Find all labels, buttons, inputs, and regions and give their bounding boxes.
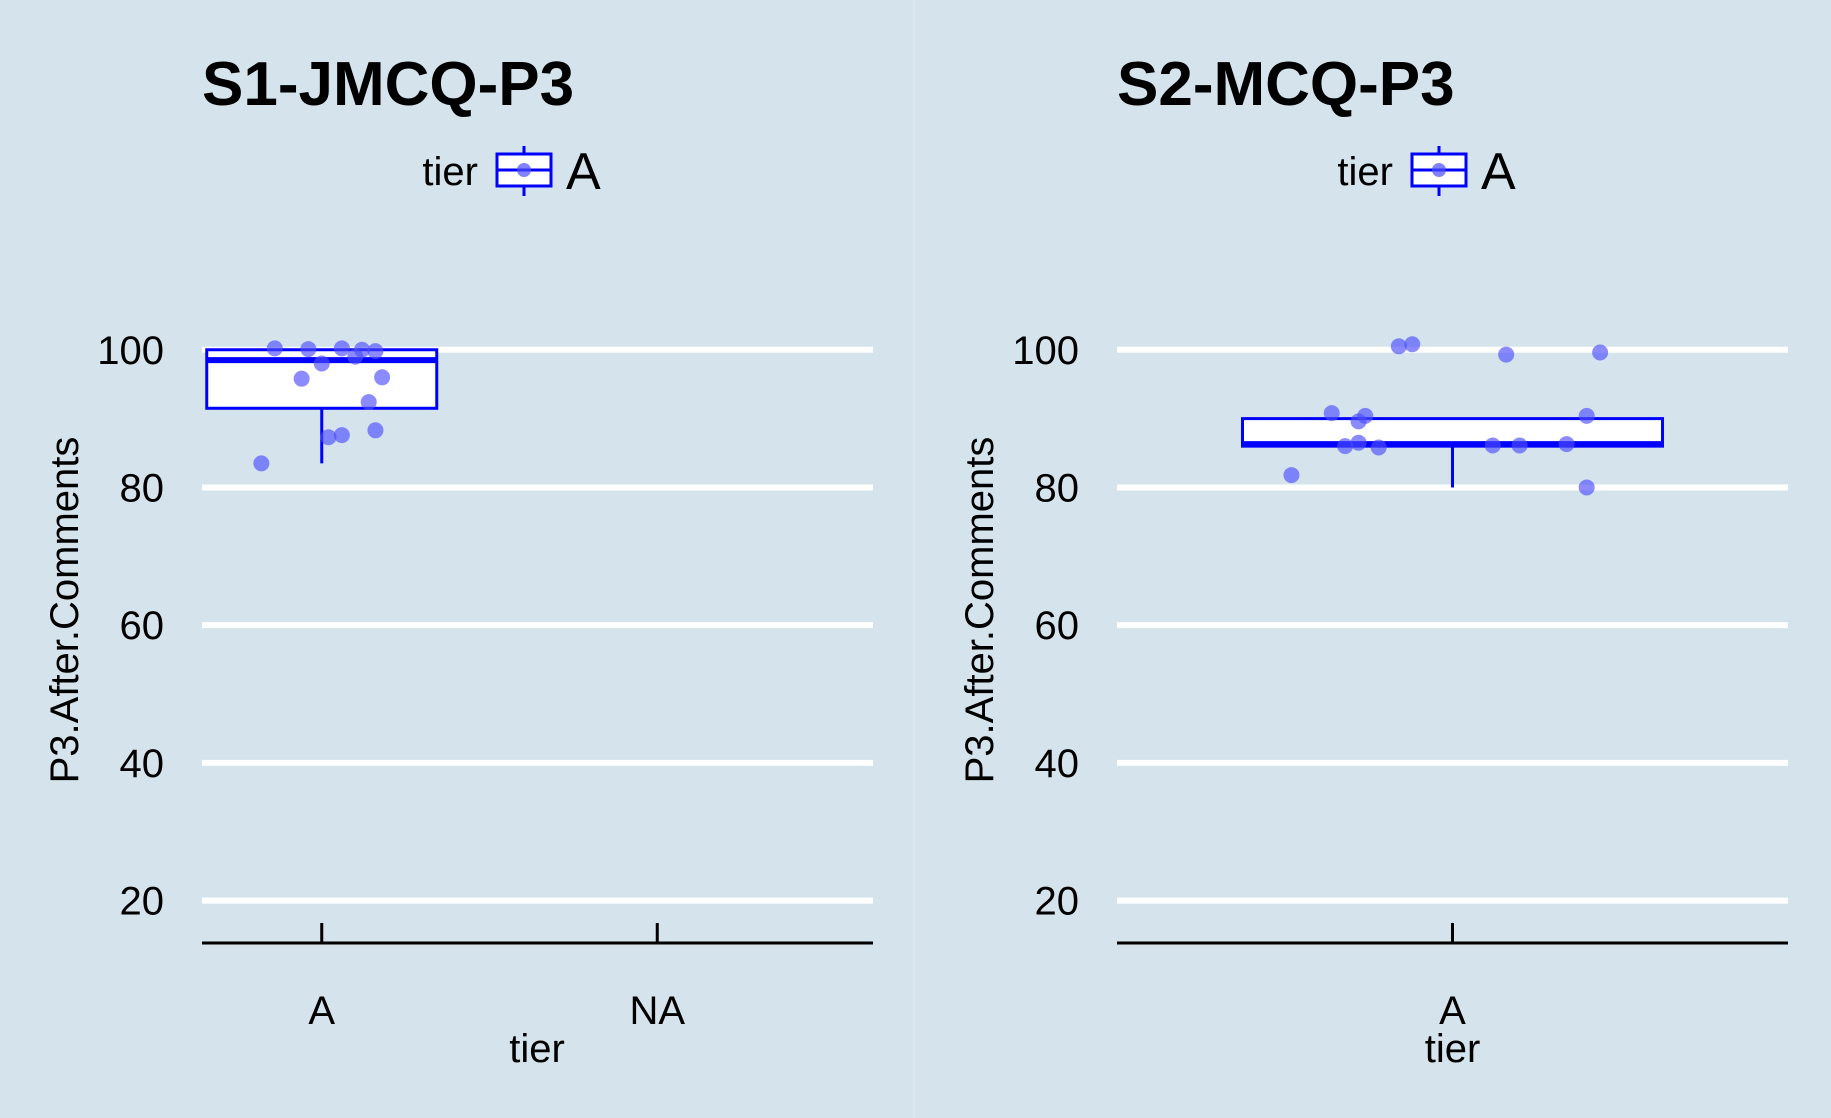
data-point-11 [1370, 439, 1387, 456]
y-tick-label-60: 60 [1035, 604, 1080, 648]
chart-title: S2-MCQ-P3 [1117, 50, 1455, 119]
data-point-5 [367, 343, 384, 360]
jitter-points [1283, 336, 1609, 496]
data-point-8 [293, 370, 310, 387]
chart-panel-1: S1-JMCQ-P3 tier A 20 40 60 80 100 P3.After.Comme… [43, 50, 873, 1071]
data-point-2 [1404, 336, 1421, 353]
legend-key-point [1432, 163, 1446, 177]
x-axis-title: tier [1425, 1027, 1481, 1071]
y-tick-label-100: 100 [1012, 329, 1079, 373]
data-point-3 [1498, 346, 1515, 363]
data-point-10 [1337, 438, 1354, 455]
y-tick-label-40: 40 [1035, 742, 1080, 786]
legend-label: A [566, 143, 601, 201]
data-point-16 [1578, 479, 1595, 496]
y-tick-label-40: 40 [120, 742, 165, 786]
data-point-6 [347, 348, 364, 365]
y-tick-label-80: 80 [1035, 466, 1080, 510]
x-axis-title: tier [509, 1027, 565, 1071]
jitter-points [253, 340, 391, 472]
data-point-14 [1558, 436, 1575, 453]
data-point-9 [1350, 434, 1367, 451]
y-tick-label-20: 20 [1035, 880, 1080, 924]
data-point-7 [1350, 413, 1367, 430]
data-point-13 [320, 429, 337, 446]
chart-title: S1-JMCQ-P3 [202, 50, 574, 119]
x-tick-label-A: A [1439, 989, 1466, 1033]
y-axis-title: P3.After.Comments [43, 437, 87, 784]
x-tick-label-A: A [308, 989, 335, 1033]
legend-key [1410, 146, 1468, 196]
data-point-9 [374, 369, 391, 386]
data-point-13 [1511, 437, 1528, 454]
data-point-2 [300, 341, 317, 358]
boxplot-A [205, 348, 439, 464]
legend-key-point [517, 163, 531, 177]
legend-title: tier [422, 150, 478, 194]
y-tick-label-60: 60 [120, 604, 165, 648]
data-point-14 [253, 455, 270, 472]
data-point-4 [1592, 344, 1609, 361]
y-tick-label-20: 20 [120, 880, 165, 924]
data-point-1 [1390, 338, 1407, 355]
data-point-12 [333, 427, 350, 444]
data-point-11 [367, 422, 384, 439]
y-tick-label-100: 100 [97, 329, 164, 373]
data-point-3 [333, 340, 350, 357]
y-tick-label-80: 80 [120, 466, 165, 510]
data-point-7 [313, 355, 330, 372]
legend-key [495, 146, 553, 196]
data-point-10 [360, 394, 377, 411]
data-point-1 [266, 340, 283, 357]
x-tick-label-NA: NA [629, 989, 685, 1033]
data-point-12 [1484, 437, 1501, 454]
y-axis-title: P3.After.Comments [958, 437, 1002, 784]
data-point-15 [1283, 467, 1300, 484]
boxplot-A [1241, 417, 1664, 488]
data-point-5 [1323, 405, 1340, 422]
legend-label: A [1481, 143, 1516, 201]
data-point-8 [1578, 407, 1595, 424]
legend-title: tier [1337, 150, 1393, 194]
